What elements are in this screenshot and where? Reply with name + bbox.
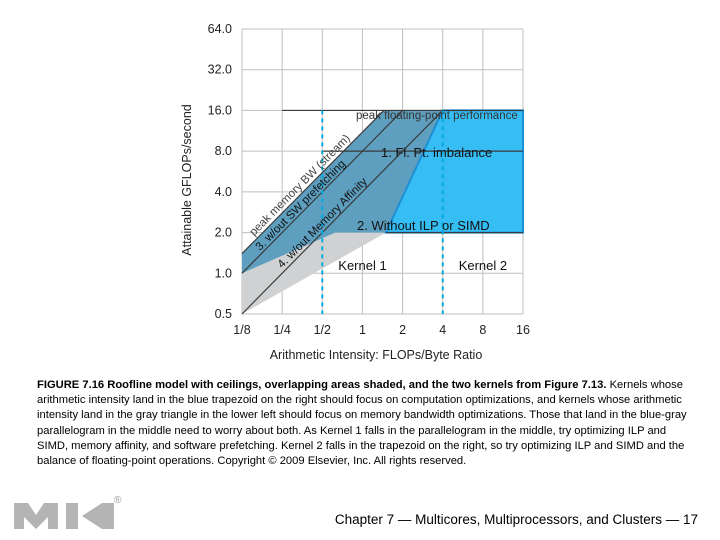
shaded-regions — [242, 109, 524, 314]
y-tick-label: 64.0 — [208, 22, 232, 36]
logo-bar — [66, 503, 78, 529]
logo-registered-mark: ® — [114, 495, 122, 506]
y-tick-label: 16.0 — [208, 103, 232, 117]
y-tick-label: 8.0 — [215, 144, 232, 158]
kernel-1-label: Kernel 1 — [338, 258, 386, 273]
logo-k-shape — [82, 503, 114, 529]
mk-publisher-logo: ® — [14, 495, 124, 540]
y-tick-label: 2.0 — [215, 226, 232, 240]
memory-affinity-line — [241, 110, 444, 315]
gray-triangle-region — [242, 232, 386, 314]
y-tick-label: 4.0 — [215, 185, 232, 199]
x-tick-label: 1/8 — [233, 323, 250, 337]
no-ilp-simd-label: 2. Without ILP or SIMD — [357, 218, 490, 233]
x-tick-label: 1/4 — [273, 323, 290, 337]
x-tick-label: 16 — [516, 323, 530, 337]
logo-m-shape — [14, 503, 58, 529]
peak-memory-bw-line — [241, 110, 385, 254]
roofline-chart: Kernel 1 Kernel 2 peak floating-point perf… — [180, 22, 530, 362]
x-axis-label: Arithmetic Intensity: FLOPs/Byte Ratio — [270, 348, 483, 362]
peak-fp-label: peak floating-point performance — [356, 110, 518, 122]
x-tick-label: 8 — [479, 323, 486, 337]
caption-body: Kernels whose arithmetic intensity land … — [37, 379, 687, 468]
y-axis-label: Attainable GFLOPs/second — [180, 104, 194, 256]
figure-caption: FIGURE 7.16 Roofline model with ceilings… — [37, 378, 687, 469]
x-tick-label: 1/2 — [314, 323, 331, 337]
y-tick-label: 32.0 — [208, 63, 232, 77]
kernel-markers — [321, 110, 444, 314]
x-tick-label: 2 — [399, 323, 406, 337]
x-tick-label: 4 — [439, 323, 446, 337]
slide-footer: Chapter 7 — Multicores, Multiprocessors,… — [334, 512, 698, 527]
y-tick-label: 0.5 — [215, 307, 232, 321]
x-tick-label: 1 — [359, 323, 366, 337]
flpt-imbalance-label: 1. Fl. Pt. imbalance — [381, 145, 492, 160]
tick-labels: 0.5 1.0 2.0 4.0 8.0 16.0 32.0 64.0 1/8 1/4 1/2 1 2 4 8… — [208, 22, 530, 337]
kernel-2-label: Kernel 2 — [459, 258, 507, 273]
y-tick-label: 1.0 — [215, 266, 232, 280]
caption-title: FIGURE 7.16 Roofline model with ceilings… — [37, 379, 607, 391]
blue-trapezoid-region — [385, 110, 523, 233]
